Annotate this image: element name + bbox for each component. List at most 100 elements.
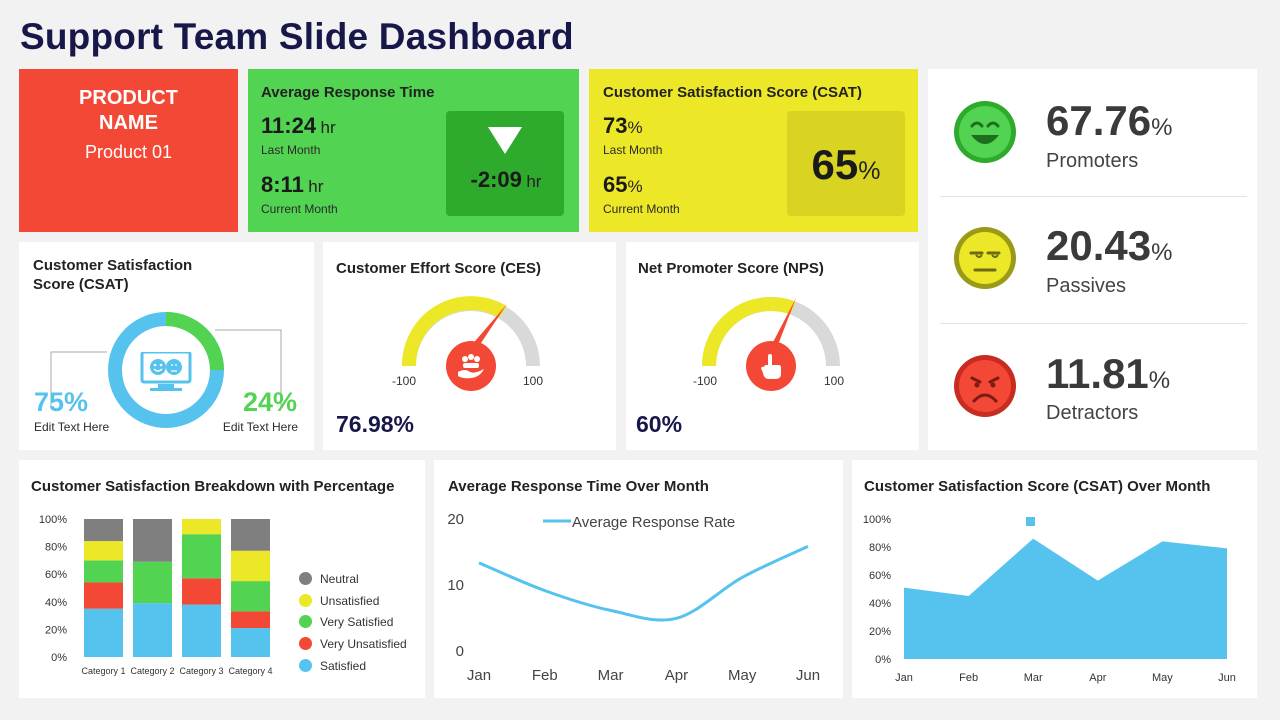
y-tick-label: 0	[456, 643, 464, 660]
legend-label: Average Response Rate	[572, 514, 735, 531]
legend-item: Neutral	[299, 572, 359, 586]
breakdown-chart: 100% 80% 60% 40% 20% 0% Category 1 Category 2 Ca…	[39, 514, 273, 676]
y-tick-label: 20	[447, 511, 464, 528]
sad-face-icon	[954, 355, 1016, 417]
x-tick-label: Apr	[1089, 672, 1106, 684]
legend-swatch	[299, 637, 312, 651]
bar-segment	[231, 611, 270, 629]
csat-big-value: 65	[811, 141, 859, 188]
page-title: Support Team Slide Dashboard	[20, 16, 574, 57]
x-tick-label: Mar	[598, 667, 624, 684]
response-time-card: Average Response Time Over Month 20 10 0 Ja…	[434, 460, 843, 698]
x-tick-label: Category 2	[130, 666, 174, 676]
response-time-title: Average Response Time Over Month	[448, 478, 709, 495]
ces-min-label: -100	[392, 374, 417, 388]
x-tick-label: May	[1152, 672, 1173, 684]
divider	[940, 196, 1247, 197]
delta-value-row: -2:09 hr	[456, 167, 556, 193]
current-month-value: 8:11	[261, 172, 304, 197]
detractors-value: 11.81	[1046, 350, 1149, 397]
legend-item: Very Unsatisfied	[299, 637, 407, 651]
y-tick-label: 10	[447, 577, 464, 594]
legend-swatch	[299, 593, 312, 607]
y-tick-label: 100%	[863, 514, 891, 526]
nps-min-label: -100	[693, 374, 718, 388]
y-tick-label: 60%	[869, 570, 891, 582]
y-tick-label: 0%	[875, 654, 891, 666]
last-month-value: 11:24	[261, 113, 317, 138]
promoters-value-row: 67.76%	[1046, 97, 1172, 145]
x-tick-label: Jun	[796, 667, 820, 684]
legend-swatch	[299, 658, 312, 672]
csat-summary-card: Customer Satisfaction Score (CSAT) 73% L…	[589, 69, 918, 232]
csat-current-value: 65	[603, 172, 628, 197]
y-tick-label: 100%	[39, 514, 67, 526]
bar-segment	[133, 603, 172, 657]
ces-title: Customer Effort Score (CES)	[336, 260, 542, 277]
passives-value: 20.43	[1046, 222, 1152, 269]
promoters-label: Promoters	[1046, 150, 1139, 172]
bar-segment	[84, 541, 123, 561]
y-tick-label: 80%	[869, 542, 891, 554]
bar-segment	[231, 628, 270, 657]
detractors-unit: %	[1148, 367, 1171, 394]
csat-current-unit: %	[627, 177, 643, 196]
legend-item: Very Satisfied	[299, 615, 393, 629]
csat-left-value: 75%	[34, 387, 89, 417]
legend-label: Neutral	[320, 572, 359, 586]
detractors-value-row: 11.81%	[1046, 350, 1170, 398]
bar-segment	[84, 608, 123, 657]
product-value: Product 01	[84, 142, 173, 162]
nps-card: Net Promoter Score (NPS) -100 100 60%	[626, 242, 919, 450]
legend-swatch	[1026, 517, 1035, 526]
last-month-unit: hr	[320, 118, 336, 137]
legend-swatch	[299, 615, 312, 629]
avg-response-card: Average Response Time 11:24 hr Last Mont…	[248, 69, 579, 232]
current-month-value-row: 8:11 hr	[261, 172, 323, 198]
y-tick-label: 80%	[45, 542, 67, 554]
promoters-value: 67.76	[1046, 97, 1152, 144]
csat-last-value: 73	[603, 113, 628, 138]
y-tick-label: 60%	[45, 569, 67, 581]
x-tick-label: Apr	[665, 667, 688, 684]
passives-value-row: 20.43%	[1046, 222, 1172, 270]
csat-donut-title: Customer Satisfaction Score (CSAT)	[33, 257, 193, 293]
detractors-label: Detractors	[1046, 402, 1139, 424]
nps-breakdown-card: 67.76% Promoters 20.43% Passives 11.81% …	[928, 69, 1257, 450]
gauge-needle	[770, 298, 796, 350]
x-tick-label: Jan	[895, 672, 913, 684]
csat-last-label: Last Month	[603, 143, 663, 157]
bar-segment	[182, 519, 221, 535]
legend-label: Very Unsatisfied	[320, 637, 407, 652]
bar-segment	[182, 578, 221, 605]
nps-value: 60%	[636, 411, 683, 437]
bar-segment	[84, 519, 123, 542]
passives-unit: %	[1151, 239, 1173, 266]
monitor-faces-icon	[140, 352, 192, 391]
bar-segment	[182, 534, 221, 579]
bar-segment	[231, 550, 270, 582]
csat-month-title: Customer Satisfaction Score (CSAT) Over …	[864, 478, 1211, 495]
gauge-needle	[470, 304, 507, 352]
x-tick-label: Jun	[1218, 672, 1236, 684]
csat-last-unit: %	[627, 118, 643, 137]
y-tick-label: 20%	[45, 624, 67, 636]
current-month-label: Current Month	[261, 202, 338, 216]
promoters-unit: %	[1151, 114, 1173, 141]
bar-segment	[84, 582, 123, 609]
bar-segment	[182, 604, 221, 657]
csat-donut-card: Customer Satisfaction Score (CSAT) 75% E…	[19, 242, 314, 450]
product-name: PRODUCT NAME	[79, 87, 178, 134]
legend-label: Satisfied	[320, 658, 367, 673]
breakdown-title: Customer Satisfaction Breakdown with Per…	[31, 478, 395, 495]
csat-big-box: 65%	[787, 111, 905, 216]
x-tick-label: May	[728, 667, 757, 684]
x-tick-label: Feb	[532, 667, 558, 684]
csat-right-value: 24%	[242, 387, 297, 417]
happy-face-icon	[954, 101, 1016, 163]
x-tick-label: Category 3	[179, 666, 223, 676]
csat-last-row: 73%	[603, 113, 643, 139]
csat-big-row: 65%	[787, 141, 905, 189]
delta-box: -2:09 hr	[446, 111, 564, 216]
